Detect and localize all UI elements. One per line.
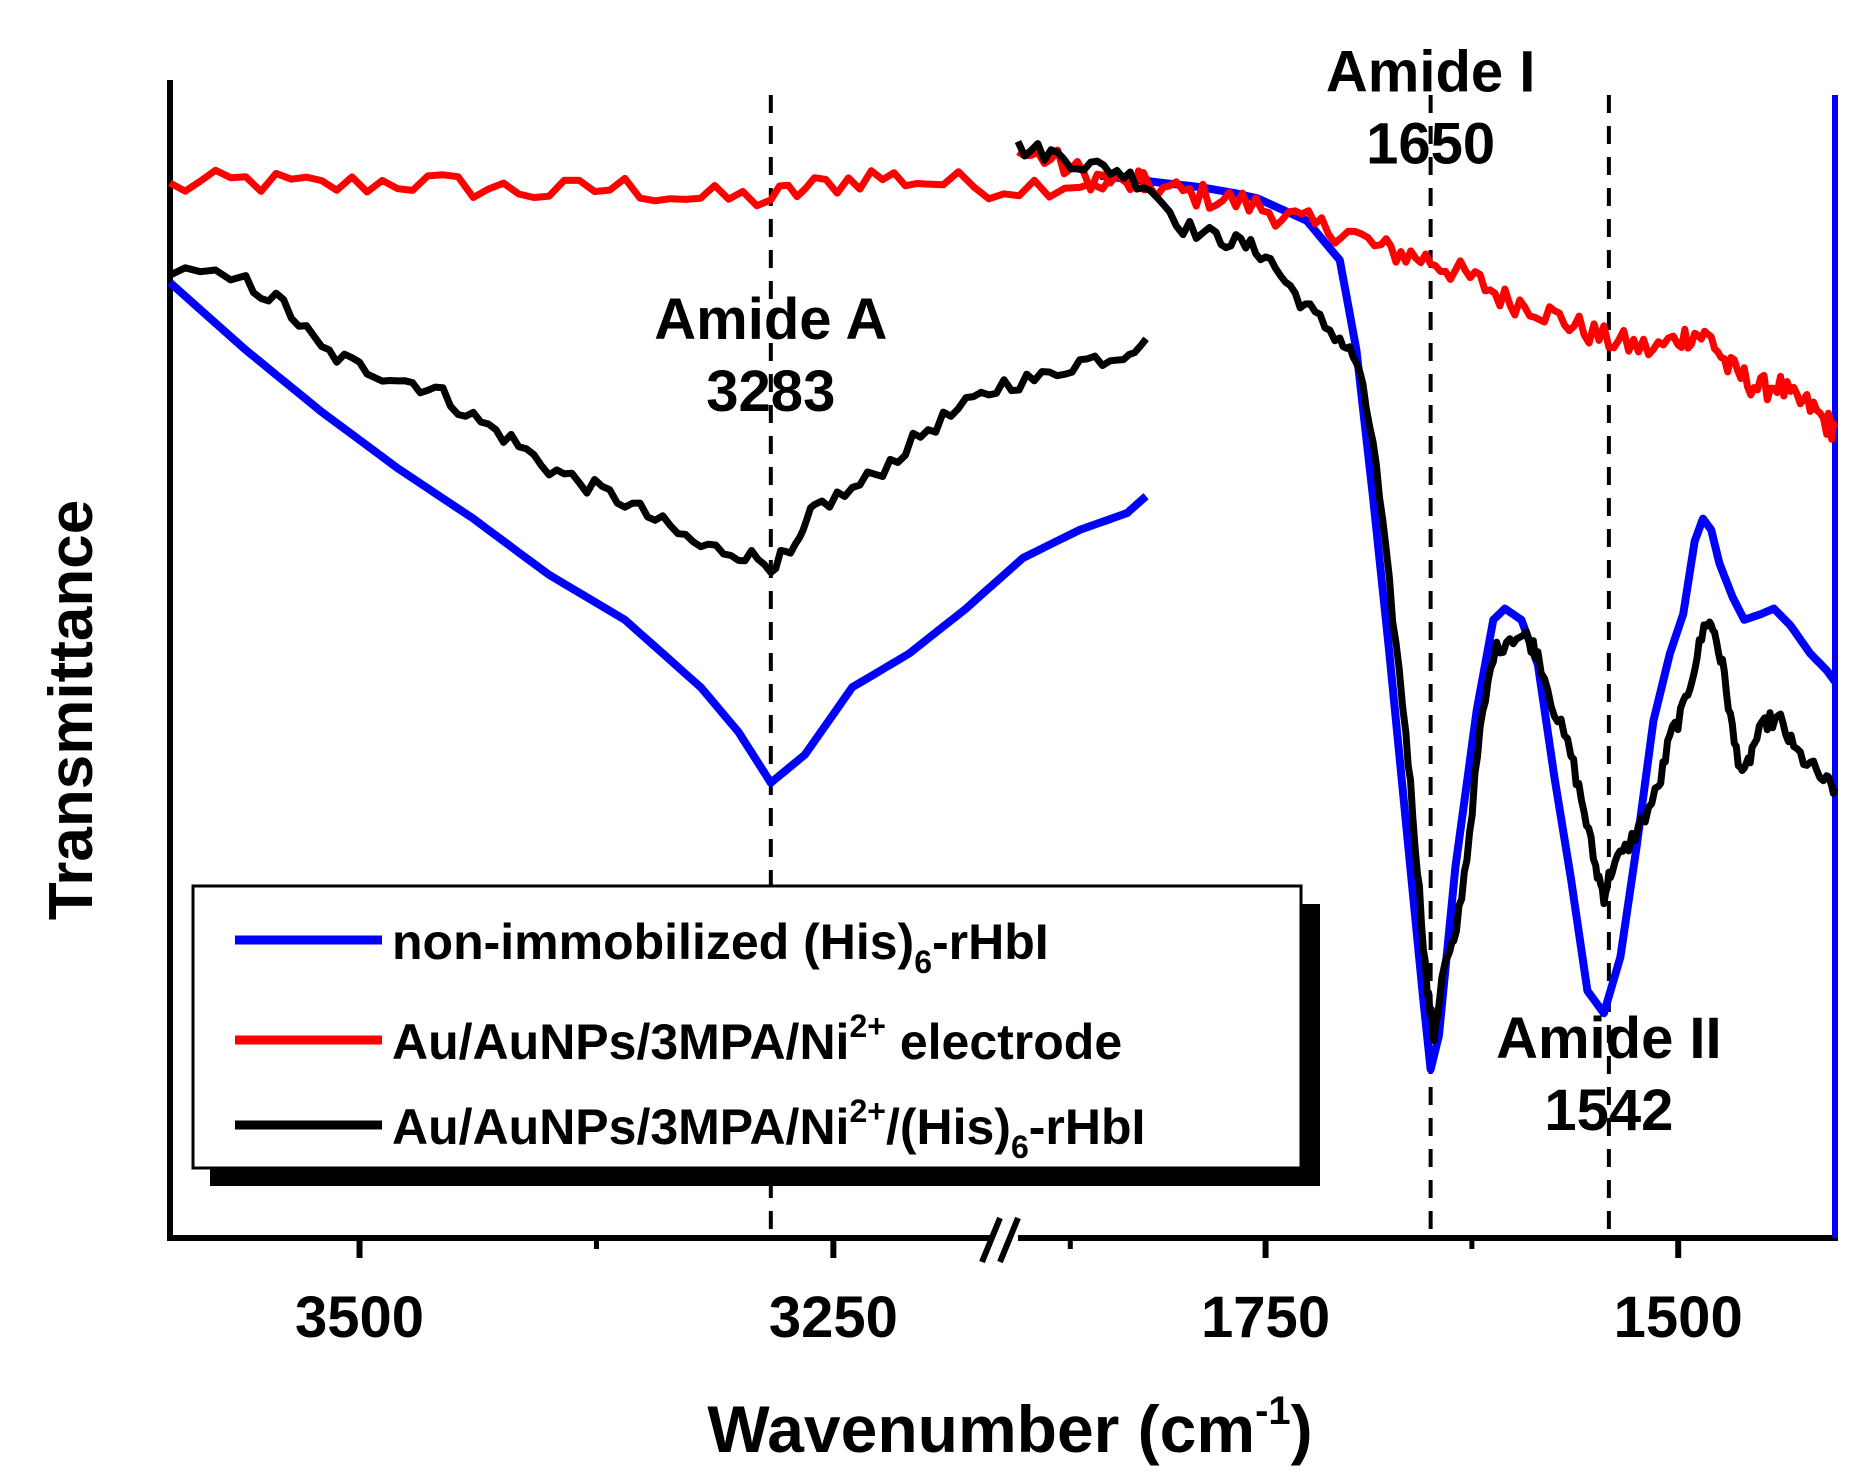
x-axis-label: Wavenumber (cm-1)	[707, 1389, 1312, 1466]
series-line-2-left	[168, 166, 1150, 210]
axis-break-mark	[979, 1216, 1003, 1264]
series-line-3-right	[1014, 140, 1839, 1045]
legend: non-immobilized (His)6-rHbI Au/AuNPs/3MPA…	[191, 884, 1320, 1186]
legend-label: Au/AuNPs/3MPA/Ni2+ electrode	[392, 1008, 1122, 1070]
annotation-value: 1542	[1544, 1078, 1673, 1143]
series-line-1-right	[1100, 171, 1839, 1074]
annotation-label: Amide II	[1496, 1006, 1722, 1071]
annotation-value: 3283	[706, 359, 835, 424]
annotation-label: Amide A	[654, 287, 887, 352]
series-line-1-left	[167, 279, 1149, 787]
tick-labels: 3500 3250 1750 1500	[295, 1285, 1743, 1350]
reference-lines	[768, 95, 1611, 1238]
series-line-2-right	[1016, 146, 1839, 443]
y-axis-label: Transmittance	[37, 500, 106, 920]
legend-label: non-immobilized (His)6-rHbI	[392, 914, 1049, 980]
axis-break-mark	[997, 1216, 1021, 1264]
x-axis-label-sup: -1	[1255, 1389, 1291, 1433]
series-group	[167, 140, 1839, 1074]
x-tick-label: 1750	[1201, 1285, 1330, 1350]
series-line-3-left	[168, 264, 1149, 576]
annotation-label: Amide I	[1326, 40, 1536, 105]
x-tick-label: 3250	[769, 1285, 898, 1350]
annotation-value: 1650	[1366, 112, 1495, 177]
legend-label: Au/AuNPs/3MPA/Ni2+/(His)6-rHbI	[392, 1093, 1145, 1165]
x-tick-label: 1500	[1614, 1285, 1743, 1350]
x-tick-label: 3500	[295, 1285, 424, 1350]
annotations: Amide A 3283 Amide I 1650 Amide II 1542	[654, 40, 1721, 1144]
axes	[167, 80, 1838, 1264]
